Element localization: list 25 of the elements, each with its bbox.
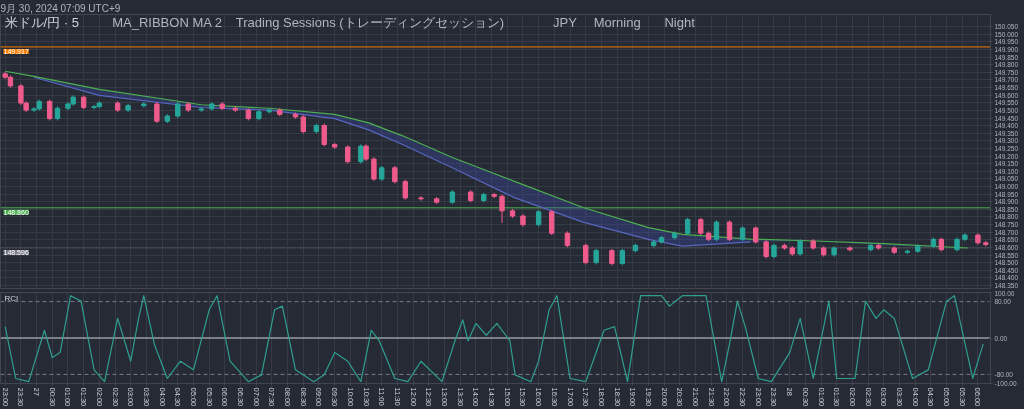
line-series bbox=[4, 295, 984, 383]
candlestick bbox=[371, 156, 377, 182]
candlestick bbox=[726, 219, 733, 242]
chart-subtitle: 9月 30, 2024 07:09 UTC+9 bbox=[0, 3, 121, 14]
candlestick bbox=[499, 193, 505, 224]
candlestick bbox=[713, 219, 720, 242]
annotation: MA_RIBBON MA 2 bbox=[112, 14, 223, 30]
candlestick bbox=[402, 179, 408, 201]
candlestick bbox=[300, 114, 306, 134]
candlestick bbox=[763, 239, 769, 259]
line-series bbox=[33, 76, 752, 247]
chart-title: RCI bbox=[4, 293, 19, 303]
candlestick bbox=[358, 143, 364, 165]
candlestick bbox=[154, 101, 160, 124]
candlestick bbox=[583, 243, 589, 265]
annotation: Trading Sessions (トレーディングセッション) bbox=[235, 14, 504, 30]
candlestick bbox=[549, 209, 555, 236]
candlestick bbox=[418, 195, 424, 202]
annotation: JPY bbox=[553, 14, 578, 30]
candlestick bbox=[345, 144, 351, 165]
candlestick bbox=[46, 99, 53, 121]
candlestick bbox=[321, 123, 327, 147]
chart-title: 米ドル/円 · 5 bbox=[4, 14, 79, 30]
annotation: Night bbox=[664, 14, 696, 30]
annotation: Morning bbox=[593, 14, 641, 30]
